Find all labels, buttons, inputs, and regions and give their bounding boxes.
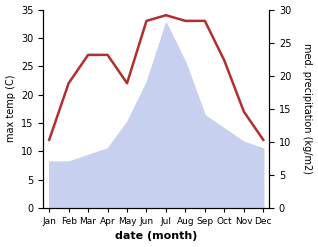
Y-axis label: med. precipitation (kg/m2): med. precipitation (kg/m2) [302,43,313,174]
Y-axis label: max temp (C): max temp (C) [5,75,16,143]
X-axis label: date (month): date (month) [115,231,197,242]
